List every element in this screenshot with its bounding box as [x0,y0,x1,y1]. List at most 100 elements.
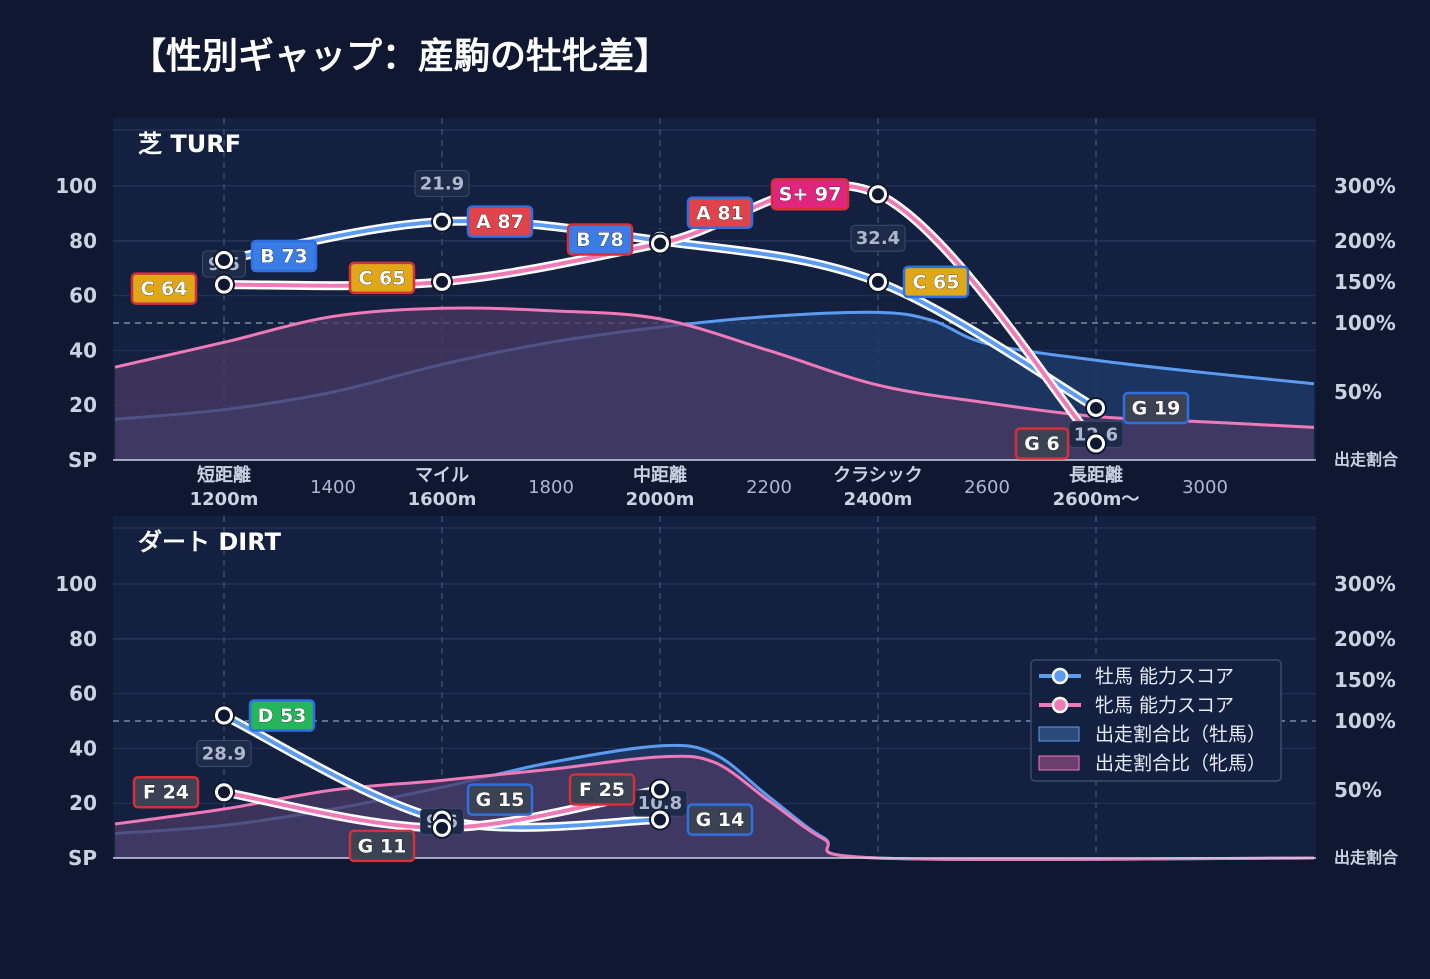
ratio-label-box [414,170,470,198]
y-tick-right: 300% [1334,572,1396,596]
x-tick-main: クラシック [833,465,923,486]
ratio-label: 28.9 [202,744,246,765]
area-female-fill [115,307,1314,460]
grade-badge [248,699,316,732]
chart-title: 【性別ギャップ：産駒の牡牝差】 [130,36,670,77]
marker-inner-0 [872,275,884,288]
grade-label: A 87 [476,211,524,233]
x-tick-minor: 2600 [964,477,1010,498]
legend-label: 出走割合比（牝馬） [1095,753,1266,775]
panels: 芝 TURF 100 80 60 40 20 SP 300% 200% 150% 100% 50% 出走… [55,118,1399,870]
grade-badge [250,239,318,273]
marker-inner-1 [1090,437,1102,450]
y-tick-left: 40 [69,736,97,760]
grade-label: C 65 [359,267,406,289]
y-tick-left: 20 [69,791,97,815]
grade-label: C 64 [141,278,188,300]
grade-label: B 78 [576,229,624,251]
x-tick-main: マイル [415,465,469,486]
grade-label: G 11 [358,835,407,857]
x-tick-main: 1200m [190,489,259,510]
x-tick-main: 2400m [844,489,913,510]
y-tick-left: SP [68,448,97,472]
grade-badge [902,265,970,299]
y-tick-right: 50% [1334,380,1382,404]
grade-label: B 73 [260,245,308,267]
y-tick-right: 300% [1334,174,1396,198]
grade-badge [466,783,534,816]
x-tick-main: 2600m〜 [1053,489,1140,510]
marker-inner-0 [436,215,448,228]
legend-label: 牡馬 能力スコア [1095,666,1234,688]
y-tick-right: 150% [1334,270,1396,294]
panel-title: 芝 TURF [138,130,241,158]
y-tick-left: 100 [55,572,97,596]
grade-label: G 6 [1024,433,1059,455]
marker-inner-1 [436,821,448,834]
grade-badge [130,272,198,305]
ratio-label-box [850,224,906,252]
y-tick-right: 200% [1334,229,1396,253]
y-tick-left: SP [68,846,97,870]
x-tick-main: 短距離 [197,464,251,486]
marker-inner-0 [218,253,230,266]
grade-badge [1014,427,1070,460]
grade-badge [348,829,416,863]
grade-label: D 53 [258,705,307,727]
y-tick-right: 出走割合 [1334,848,1399,867]
y-tick-right: 100% [1334,311,1396,335]
legend-label: 牝馬 能力スコア [1095,695,1234,717]
x-tick-minor: 1800 [528,477,574,498]
y-tick-right: 出走割合 [1334,450,1399,469]
y-tick-left: 20 [69,393,97,417]
x-tick-minor: 2200 [746,477,792,498]
x-tick-main: 長距離 [1069,464,1123,486]
marker-inner-1 [436,275,448,288]
legend-marker [1051,667,1069,685]
grade-label: F 25 [579,779,625,801]
x-tick-main: 1600m [408,489,477,510]
marker-inner-1 [654,237,666,250]
legend-swatch [1038,755,1080,771]
y-tick-right: 50% [1334,778,1382,802]
legend-box [1030,659,1282,782]
y-tick-left: 80 [69,627,97,651]
legend-swatch [1038,726,1080,742]
y-tick-left: 60 [69,284,97,308]
y-tick-left: 60 [69,682,97,706]
x-tick-main: 中距離 [633,464,687,486]
grade-badge [770,177,850,211]
grade-label: G 15 [476,789,525,811]
x-tick-minor: 1400 [310,477,356,498]
panel-title: ダート DIRT [138,528,282,556]
grade-badge [132,775,200,809]
grade-badge [566,223,634,256]
grade-badge [686,196,754,230]
y-tick-right: 150% [1334,668,1396,692]
marker-inner-0 [218,709,230,722]
y-tick-left: 100 [55,174,97,198]
y-tick-left: 40 [69,338,97,362]
grade-badge [1122,391,1190,425]
ratio-label-box [196,740,252,768]
grade-label: A 81 [696,202,744,224]
marker-inner-1 [218,278,230,291]
panel-0: 芝 TURF 100 80 60 40 20 SP 300% 200% 150% 100% 50% 出走… [55,118,1399,510]
x-tick-main: 2000m [626,489,695,510]
grade-label: S+ 97 [779,184,842,206]
legend-marker [1051,696,1069,714]
marker-inner-0 [654,813,666,826]
grade-label: F 24 [143,782,189,804]
y-tick-left: 80 [69,229,97,253]
grade-badge [568,773,636,806]
marker-inner-1 [218,786,230,799]
ratio-label: 32.4 [856,228,900,249]
grade-label: G 14 [696,809,745,831]
grade-label: C 65 [913,271,960,293]
marker-inner-0 [1090,401,1102,414]
marker-inner-1 [654,783,666,796]
grade-label: G 19 [1132,397,1181,419]
